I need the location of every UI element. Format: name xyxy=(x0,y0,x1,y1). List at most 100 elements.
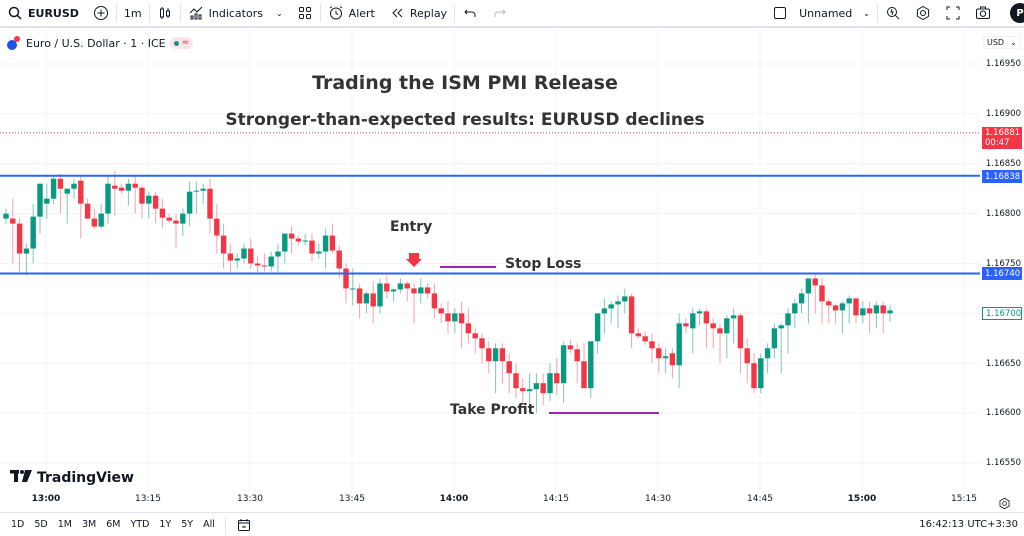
candle-body xyxy=(771,328,778,349)
candle-body xyxy=(146,195,152,204)
layout-name-button[interactable]: Unnamed ⌄ xyxy=(765,0,877,27)
account-area: P xyxy=(998,0,1024,27)
range-ytd-button[interactable]: YTD xyxy=(130,519,150,530)
chart-type-button[interactable] xyxy=(150,0,180,27)
candle-body xyxy=(78,180,84,204)
entry-label: Entry xyxy=(390,219,433,235)
candle-body xyxy=(173,220,179,224)
candle-body xyxy=(662,356,669,359)
candle-body xyxy=(758,358,764,389)
candle-body xyxy=(241,248,247,259)
fullscreen-icon xyxy=(945,5,961,21)
undo-button[interactable] xyxy=(455,0,485,27)
time-tick: 13:15 xyxy=(135,494,161,504)
candle-body xyxy=(683,323,689,327)
stop-loss-label: Stop Loss xyxy=(505,256,582,272)
layouts-button[interactable] xyxy=(290,0,320,27)
chart-settings-button[interactable] xyxy=(996,495,1012,514)
currency-selector[interactable]: USD ⌄ xyxy=(983,36,1021,49)
candle-body xyxy=(656,348,662,359)
candle-body xyxy=(322,235,329,252)
indicators-button[interactable]: Indicators ⌄ xyxy=(181,0,290,27)
quick-search-button[interactable] xyxy=(878,0,908,27)
bottom-toolbar: 1D 5D 1M 3M 6M YTD 1Y 5Y All 16:42:13 UT… xyxy=(0,512,1024,536)
candle-body xyxy=(873,305,880,314)
candle-body xyxy=(288,233,295,239)
avatar[interactable]: P xyxy=(1010,3,1024,23)
candle-body xyxy=(764,348,771,359)
camera-icon xyxy=(975,5,991,21)
market-status-badge: ≈ xyxy=(169,37,194,49)
redo-button[interactable] xyxy=(485,0,515,27)
candle-body xyxy=(350,288,356,290)
alert-button[interactable]: Alert xyxy=(321,0,382,27)
candle-body xyxy=(560,345,567,384)
candle-body xyxy=(370,293,376,307)
candle-body xyxy=(227,253,234,261)
candle-body xyxy=(554,373,560,384)
candle-body xyxy=(30,216,36,249)
range-all-button[interactable]: All xyxy=(203,519,215,530)
candle-body xyxy=(452,313,458,322)
gear-icon xyxy=(915,5,931,21)
candle-body xyxy=(214,218,220,236)
candle-body xyxy=(540,383,546,394)
candle-body xyxy=(132,183,138,188)
chevron-down-icon: ⌄ xyxy=(1010,38,1017,47)
candle-body xyxy=(622,296,628,302)
range-6m-button[interactable]: 6M xyxy=(106,519,121,530)
price-chart[interactable] xyxy=(0,30,980,490)
candle-body xyxy=(458,313,465,324)
compare-symbol-button[interactable] xyxy=(86,0,116,27)
candle-body xyxy=(356,288,363,304)
plus-circle-icon xyxy=(93,5,109,21)
range-5y-button[interactable]: 5Y xyxy=(181,519,194,530)
entry-arrow-icon xyxy=(406,253,422,267)
search-icon xyxy=(7,5,23,21)
candle-body xyxy=(805,278,812,294)
alarm-clock-icon xyxy=(328,5,344,21)
range-3m-button[interactable]: 3M xyxy=(81,519,97,530)
time-tick: 14:15 xyxy=(543,494,569,504)
replay-button[interactable]: Replay xyxy=(382,0,454,27)
range-1m-button[interactable]: 1M xyxy=(57,519,72,530)
magnifier-spark-icon xyxy=(885,5,901,21)
go-to-date-icon[interactable] xyxy=(236,517,252,533)
settings-button[interactable] xyxy=(908,0,938,27)
clock-timezone[interactable]: 16:42:13 UTC+3:30 xyxy=(919,519,1018,530)
candle-body xyxy=(778,325,784,329)
time-tick: 15:00 xyxy=(847,494,877,504)
symbol-search-button[interactable]: EURUSD xyxy=(0,0,86,27)
candle-body xyxy=(832,305,839,311)
legend-title: Euro / U.S. Dollar · 1 · ICE xyxy=(26,36,166,50)
interval-button[interactable]: 1m xyxy=(117,0,149,27)
chevron-down-icon: ⌄ xyxy=(275,8,283,18)
range-1d-button[interactable]: 1D xyxy=(11,519,25,530)
range-5d-button[interactable]: 5D xyxy=(34,519,48,530)
time-axis[interactable]: 13:00 13:15 13:30 13:45 14:00 14:15 14:3… xyxy=(0,494,980,512)
tradingview-logo[interactable]: TradingView xyxy=(10,470,134,486)
candle-body xyxy=(588,341,594,389)
candle-body xyxy=(316,251,322,254)
candle-body xyxy=(703,311,710,324)
candle-body xyxy=(309,240,315,254)
last-price-label: 1.16700 xyxy=(982,307,1022,320)
candle-body xyxy=(792,303,798,314)
candle-body xyxy=(744,348,750,364)
top-toolbar: EURUSD 1m Indicators ⌄ Alert Replay Unna… xyxy=(0,0,1024,28)
replay-label: Replay xyxy=(409,6,448,20)
symbol-legend[interactable]: Euro / U.S. Dollar · 1 · ICE ≈ xyxy=(6,35,194,51)
candle-body xyxy=(50,178,57,199)
candle-body xyxy=(526,389,533,392)
candle-body xyxy=(44,198,50,204)
candle-body xyxy=(275,251,281,257)
candle-body xyxy=(812,278,818,286)
fullscreen-button[interactable] xyxy=(938,0,968,27)
candle-body xyxy=(724,318,730,334)
range-1y-button[interactable]: 1Y xyxy=(159,519,172,530)
screenshot-button[interactable] xyxy=(968,0,998,27)
candle-body xyxy=(730,315,737,319)
candle-body xyxy=(567,345,574,350)
candle-body xyxy=(390,289,397,292)
candle-body xyxy=(282,233,288,252)
